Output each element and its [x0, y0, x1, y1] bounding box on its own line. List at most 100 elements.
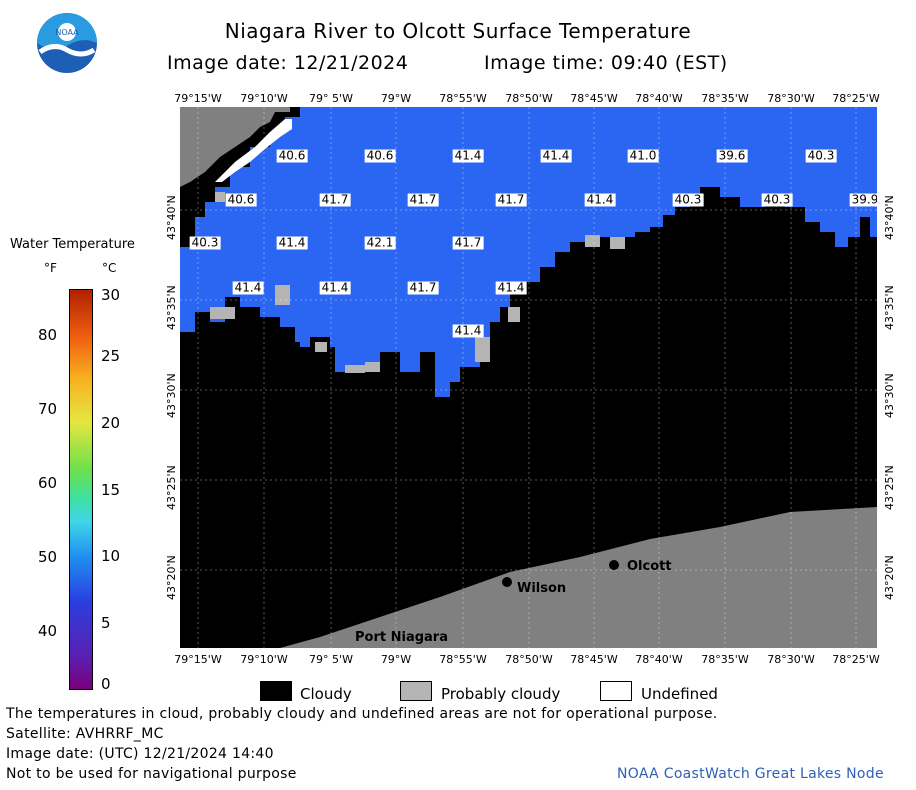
lon-label: 78°45'W — [570, 653, 618, 666]
legend-unit-f: °F — [44, 261, 57, 275]
olcott-marker — [609, 560, 619, 570]
c-tick: 20 — [101, 414, 121, 432]
lon-label: 78°50'W — [505, 653, 553, 666]
place-port-niagara: Port Niagara — [355, 630, 448, 645]
lat-label-right: 43°30'N — [883, 373, 896, 418]
lon-label: 78°35'W — [701, 653, 749, 666]
lon-label: 78°25'W — [832, 92, 880, 105]
noaa-logo: NOAA — [36, 12, 98, 74]
c-tick: 25 — [101, 347, 121, 365]
temperature-label: 40.6 — [225, 192, 257, 207]
lat-label-right: 43°20'N — [883, 555, 896, 600]
color-scale-bar — [69, 289, 93, 690]
temperature-label: 41.7 — [319, 192, 351, 207]
f-tick: 80 — [38, 326, 58, 344]
temperature-label: 41.4 — [584, 192, 616, 207]
temperature-label: 41.7 — [407, 280, 439, 295]
map-title: Niagara River to Olcott Surface Temperat… — [224, 19, 692, 43]
utc-date: Image date: (UTC) 12/21/2024 14:40 — [6, 746, 274, 762]
lon-label: 78°55'W — [439, 653, 487, 666]
wilson-marker — [502, 577, 512, 587]
temperature-label: 41.4 — [319, 280, 351, 295]
lat-label-left: 43°25'N — [165, 465, 178, 510]
temperature-label: 40.3 — [189, 235, 221, 250]
lon-label: 79° 5'W — [309, 653, 353, 666]
temperature-label: 40.3 — [672, 192, 704, 207]
key-undefined-label: Undefined — [641, 685, 718, 703]
f-tick: 50 — [38, 548, 58, 566]
temperature-label: 39.9 — [849, 193, 877, 207]
land-area — [180, 107, 290, 187]
f-tick: 40 — [38, 622, 58, 640]
lat-label-left: 43°30'N — [165, 373, 178, 418]
satellite-info: Satellite: AVHRRF_MC — [6, 726, 164, 742]
temperature-label: 40.6 — [364, 148, 396, 163]
key-probably-cloudy-swatch — [400, 681, 432, 701]
lon-label: 79°W — [380, 92, 412, 105]
lon-label: 78°45'W — [570, 92, 618, 105]
image-date: Image date: 12/21/2024 — [167, 52, 409, 74]
temperature-label: 41.7 — [407, 192, 439, 207]
temperature-label: 40.3 — [805, 148, 837, 163]
probably-cloudy-areas — [210, 192, 625, 373]
temperature-label: 41.4 — [495, 280, 527, 295]
place-wilson: Wilson — [517, 581, 567, 596]
lon-label: 78°55'W — [439, 92, 487, 105]
key-cloudy-swatch — [260, 681, 292, 701]
temperature-label: 42.1 — [364, 235, 396, 250]
key-cloudy-label: Cloudy — [300, 685, 352, 703]
lon-label: 79° 5'W — [309, 92, 353, 105]
c-tick: 10 — [101, 547, 121, 565]
temperature-map: 40.6 40.6 41.4 41.4 41.0 39.6 40.3 40.6 41.7 41.7… — [180, 107, 877, 648]
temperature-label: 39.6 — [716, 148, 748, 163]
temperature-label: 40.6 — [276, 148, 308, 163]
lon-label: 78°35'W — [701, 92, 749, 105]
lon-label: 79°10'W — [240, 92, 288, 105]
lat-label-left: 43°40'N — [165, 195, 178, 240]
lon-label: 79°15'W — [174, 92, 222, 105]
image-time: Image time: 09:40 (EST) — [484, 52, 728, 74]
water-area — [180, 107, 877, 397]
temperature-label: 41.4 — [276, 235, 308, 250]
credit: NOAA CoastWatch Great Lakes Node — [617, 766, 884, 782]
lon-label: 79°15'W — [174, 653, 222, 666]
lon-label: 78°40'W — [635, 92, 683, 105]
temperature-label: 40.3 — [761, 192, 793, 207]
land-south — [280, 507, 877, 648]
undefined-area — [215, 119, 292, 182]
c-tick: 0 — [101, 675, 111, 693]
temperature-label: 41.7 — [452, 235, 484, 250]
bottom-longitude-axis: 79°15'W 79°10'W 79° 5'W 79°W 78°55'W 78°… — [0, 653, 916, 667]
place-olcott: Olcott — [627, 559, 672, 574]
lon-label: 78°30'W — [767, 92, 815, 105]
temperature-label: 41.4 — [540, 148, 572, 163]
key-undefined-swatch — [600, 681, 632, 701]
lat-label-right: 43°25'N — [883, 465, 896, 510]
temperature-label: 41.4 — [232, 280, 264, 295]
f-tick: 70 — [38, 400, 58, 418]
svg-text:NOAA: NOAA — [55, 28, 79, 37]
lon-label: 78°30'W — [767, 653, 815, 666]
key-probably-cloudy-label: Probably cloudy — [441, 685, 561, 703]
lat-label-left: 43°20'N — [165, 555, 178, 600]
lon-label: 79°W — [380, 653, 412, 666]
lon-label: 78°50'W — [505, 92, 553, 105]
temperature-label: 41.0 — [627, 148, 659, 163]
lon-label: 78°25'W — [832, 653, 880, 666]
legend-title: Water Temperature — [10, 237, 135, 252]
temperature-label: 41.4 — [452, 323, 484, 338]
temperature-label: 41.7 — [495, 192, 527, 207]
c-tick: 5 — [101, 614, 111, 632]
navigation-warning: Not to be used for navigational purpose — [6, 766, 297, 782]
lat-label-left: 43°35'N — [165, 285, 178, 330]
legend-unit-c: °C — [102, 261, 117, 275]
c-tick: 30 — [101, 286, 121, 304]
lon-label: 79°10'W — [240, 653, 288, 666]
f-tick: 60 — [38, 474, 58, 492]
lat-label-right: 43°35'N — [883, 285, 896, 330]
temperature-label: 41.4 — [452, 148, 484, 163]
c-tick: 15 — [101, 481, 121, 499]
lat-label-right: 43°40'N — [883, 195, 896, 240]
lon-label: 78°40'W — [635, 653, 683, 666]
disclaimer: The temperatures in cloud, probably clou… — [6, 706, 718, 722]
